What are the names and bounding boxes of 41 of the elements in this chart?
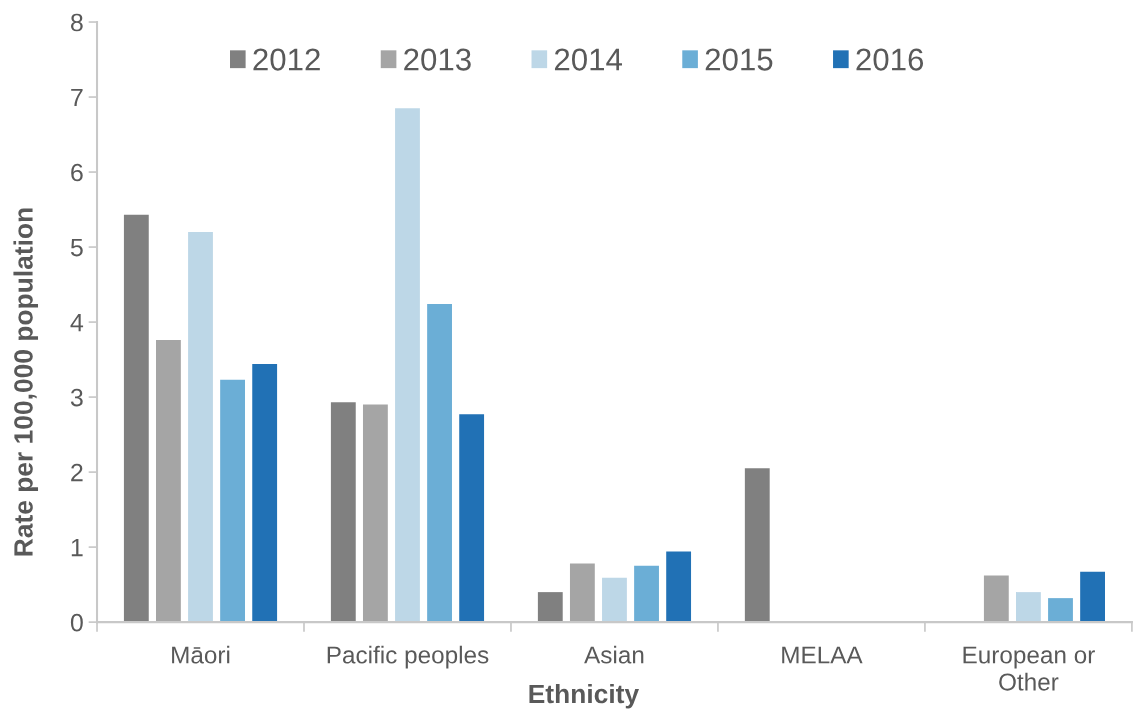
legend-label: 2013 <box>404 48 471 71</box>
x-tick-label: European or Other <box>963 646 1095 691</box>
bar <box>1016 592 1041 623</box>
bar <box>634 565 659 623</box>
y-tick-label: 0 <box>70 613 83 632</box>
bar <box>123 214 149 623</box>
y-tick-label: 3 <box>70 388 83 407</box>
bar <box>744 468 770 623</box>
y-tick-label: 1 <box>71 538 83 557</box>
bar <box>983 575 1009 623</box>
bar <box>666 551 692 623</box>
bar <box>188 232 213 623</box>
legend-label: 2016 <box>856 48 924 71</box>
x-axis-title: Ethnicity <box>529 683 639 709</box>
y-tick-label: 8 <box>71 13 83 32</box>
legend-label: 2015 <box>705 48 773 71</box>
bar <box>362 404 388 623</box>
y-axis-title: Rate per 100,000 population <box>13 208 39 556</box>
y-tick-label: 2 <box>71 463 83 482</box>
x-tick-label: Māori <box>172 645 230 664</box>
bar <box>1080 571 1105 623</box>
legend-label: 2014 <box>554 48 622 71</box>
bar <box>602 577 627 623</box>
y-tick-label: 6 <box>71 163 83 182</box>
bar <box>459 414 485 623</box>
bar <box>395 108 420 623</box>
bar <box>1048 598 1073 623</box>
bar <box>330 402 356 623</box>
bar <box>220 379 245 623</box>
legend-label: 2012 <box>253 48 320 71</box>
bar <box>156 340 181 623</box>
x-tick-label: Pacific peoples <box>327 645 489 669</box>
bar <box>569 563 595 623</box>
x-tick-label: MELAA <box>782 646 863 664</box>
y-tick-label: 5 <box>70 238 83 257</box>
bar <box>252 364 278 623</box>
y-tick-label: 7 <box>71 88 83 107</box>
bar <box>427 304 452 623</box>
x-tick-label: Asian <box>584 645 644 664</box>
y-tick-label: 4 <box>70 313 84 332</box>
bar <box>537 592 563 623</box>
